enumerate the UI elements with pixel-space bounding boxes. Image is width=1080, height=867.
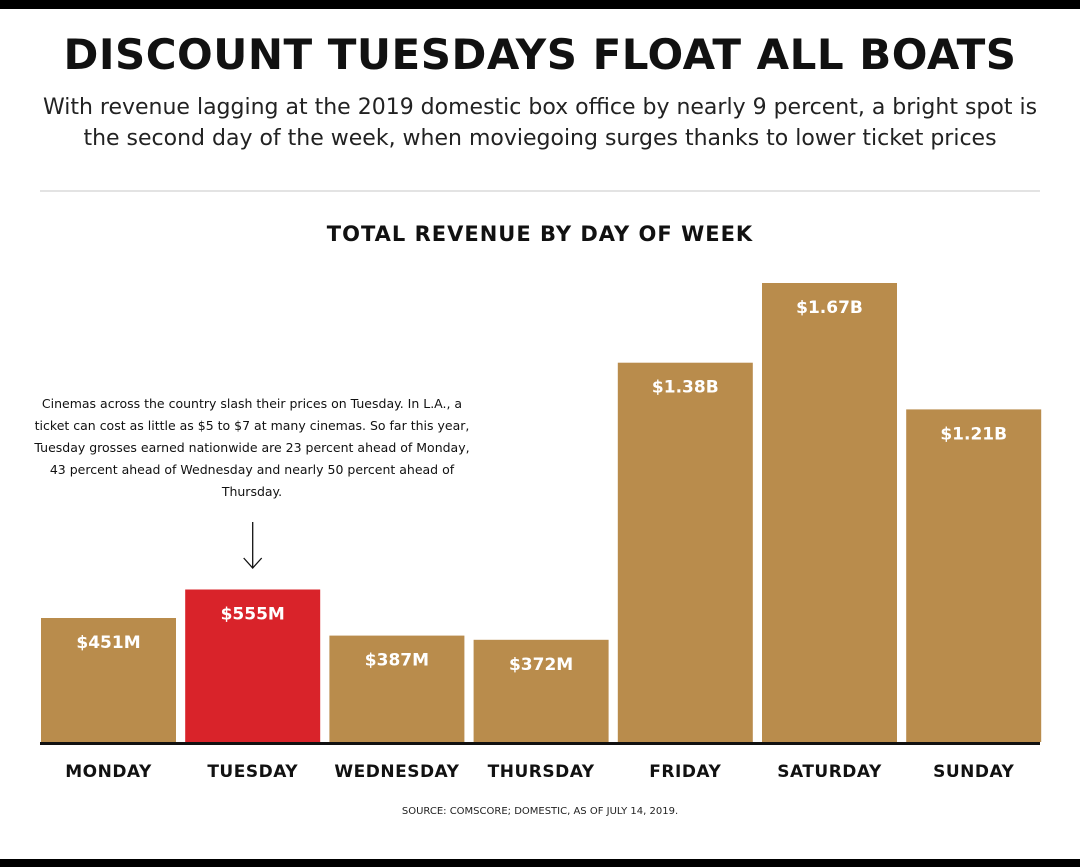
bar-friday — [617, 362, 753, 742]
headline: DISCOUNT TUESDAYS FLOAT ALL BOATS — [63, 30, 1017, 79]
value-label-tuesday: $555M — [221, 605, 285, 625]
category-label-monday: MONDAY — [65, 762, 152, 782]
value-label-monday: $451M — [76, 633, 140, 653]
bar-tuesday — [185, 589, 321, 742]
category-label-saturday: SATURDAY — [777, 762, 882, 782]
tuesday-annotation: Cinemas across the country slash their p… — [34, 396, 470, 499]
value-label-sunday: $1.21B — [940, 424, 1007, 444]
subheadline: With revenue lagging at the 2019 domesti… — [42, 95, 1038, 151]
chart-title: TOTAL REVENUE BY DAY OF WEEK — [326, 222, 754, 246]
bar-wednesday — [329, 635, 465, 742]
x-axis-line — [40, 742, 1040, 745]
category-label-friday: FRIDAY — [649, 762, 721, 782]
value-label-wednesday: $387M — [365, 651, 429, 671]
annotation-arrow — [243, 522, 263, 569]
value-label-saturday: $1.67B — [796, 298, 863, 318]
category-label-sunday: SUNDAY — [933, 762, 1014, 782]
bar-sunday — [906, 409, 1042, 742]
value-label-friday: $1.38B — [652, 378, 719, 398]
source-note: SOURCE: COMSCORE; DOMESTIC, AS OF JULY 1… — [401, 806, 679, 817]
category-label-thursday: THURSDAY — [488, 762, 595, 782]
bar-saturday — [762, 283, 897, 742]
value-label-thursday: $372M — [509, 655, 573, 675]
category-label-wednesday: WEDNESDAY — [334, 762, 459, 782]
divider — [40, 190, 1040, 192]
category-label-tuesday: TUESDAY — [207, 762, 298, 782]
bar-monday — [41, 618, 176, 742]
bar-thursday — [473, 639, 609, 742]
